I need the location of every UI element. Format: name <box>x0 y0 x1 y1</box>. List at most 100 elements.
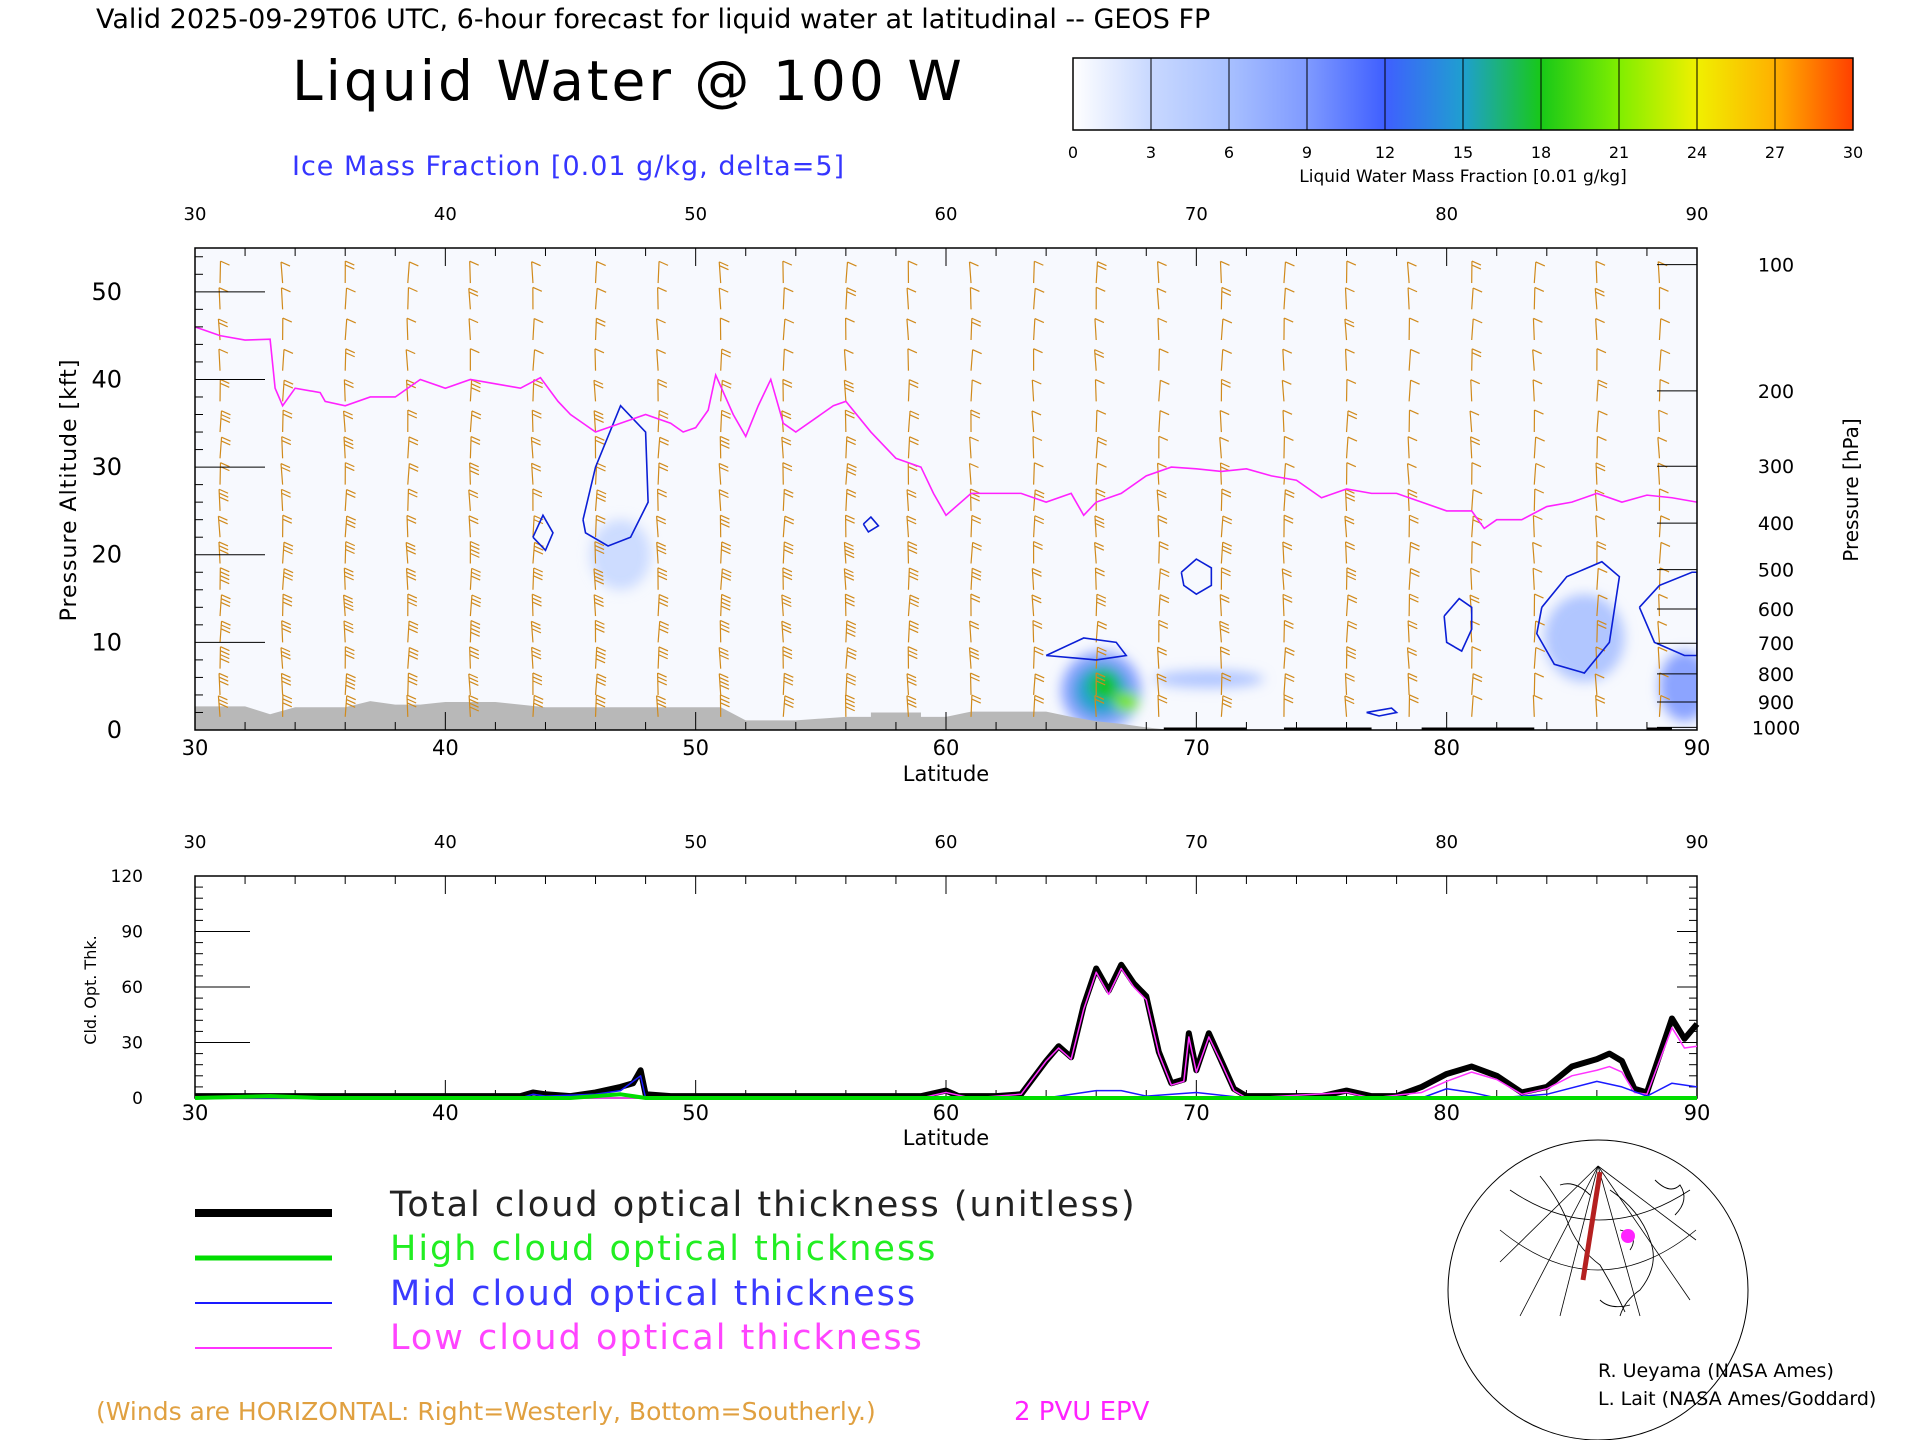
wind-barb <box>407 286 418 310</box>
wind-barb <box>907 594 920 617</box>
liquid-water-blob <box>1153 670 1264 688</box>
wind-barb <box>531 462 542 485</box>
wind-barb <box>280 647 291 669</box>
terrain-area <box>195 701 1697 730</box>
wind-barb <box>219 567 230 590</box>
bottom-plot-frame <box>194 875 1698 1099</box>
wind-barb <box>282 593 293 617</box>
wind-barb <box>1158 410 1170 433</box>
wind-barb <box>1469 410 1480 433</box>
x-tick-label-top: 80 <box>1435 832 1458 853</box>
wind-barb <box>1596 435 1607 459</box>
wind-barb <box>970 409 981 433</box>
wind-barb <box>1596 410 1608 433</box>
wind-barb <box>782 515 795 538</box>
wind-barb <box>1533 462 1546 485</box>
wind-barb <box>1595 318 1605 341</box>
wind-barb <box>718 462 729 485</box>
wind-barb <box>342 410 354 433</box>
winds-note: (Winds are HORIZONTAL: Right=Westerly, B… <box>96 1397 876 1426</box>
wind-barb <box>655 695 667 717</box>
wind-barb <box>532 488 543 511</box>
pressure-tick-labels: 100 200 300 400 500 600 700 800 900 1000 <box>1752 255 1800 740</box>
wind-barb <box>968 261 979 284</box>
wind-barb <box>343 379 354 402</box>
wind-barb <box>1156 287 1167 310</box>
wind-barb <box>468 694 480 717</box>
bottom-panel: 30 40 50 60 70 80 90 30 40 50 60 70 80 90 0 30 60 90 120… <box>81 832 1710 1150</box>
wind-barb <box>468 489 479 511</box>
wind-barb <box>1658 318 1670 341</box>
wind-barb <box>1657 646 1668 669</box>
wind-barb <box>1594 673 1605 695</box>
wind-barb <box>594 619 605 643</box>
x-tick-label: 30 <box>182 736 209 760</box>
wind-barb <box>1095 646 1107 669</box>
wind-barb <box>1345 646 1357 669</box>
wind-barb <box>1032 348 1043 371</box>
wind-barb <box>782 488 794 511</box>
wind-barb <box>1471 260 1482 284</box>
wind-barb <box>1219 620 1230 643</box>
wind-barb <box>1533 488 1545 511</box>
wind-barb <box>1596 348 1607 371</box>
colorbar-tick-label: 30 <box>1843 143 1863 162</box>
legend: Total cloud optical thickness (unitless)… <box>195 1185 1137 1358</box>
x-tick-label: 90 <box>1684 1101 1711 1125</box>
series-line-mid <box>195 1075 1698 1099</box>
wind-barb <box>530 436 541 459</box>
wind-barb <box>845 436 857 459</box>
wind-barb <box>1281 379 1292 402</box>
wind-barb <box>1532 567 1543 590</box>
wind-barb <box>906 515 917 538</box>
wind-barb <box>720 348 732 371</box>
legend-label-total: Total cloud optical thickness (unitless) <box>389 1185 1137 1225</box>
wind-barb <box>843 379 855 402</box>
wind-barb <box>344 318 356 341</box>
wind-barb <box>1345 594 1358 617</box>
wind-barb <box>1033 287 1045 310</box>
colorbar-dividers <box>1150 58 1776 130</box>
y-tick-label: 30 <box>121 1034 143 1054</box>
wind-barb <box>282 409 293 433</box>
wind-barb <box>1344 695 1355 717</box>
wind-barb <box>219 620 231 643</box>
wind-barb <box>406 514 417 538</box>
wind-barb <box>718 261 729 284</box>
wind-barb <box>281 436 292 459</box>
wind-barb <box>1033 694 1045 717</box>
top-x-tick-labels-top: 30 40 50 60 70 80 90 <box>184 204 1709 225</box>
x-tick-label: 70 <box>1183 736 1210 760</box>
wind-barb <box>469 379 481 402</box>
ice-contour <box>582 404 649 547</box>
wind-barb <box>532 349 544 371</box>
wind-barb <box>1032 435 1043 459</box>
wind-barb <box>469 260 479 284</box>
wind-barb <box>1657 620 1668 643</box>
wind-barb <box>1406 463 1417 485</box>
wind-barb <box>1345 620 1358 643</box>
wind-barb <box>280 287 291 310</box>
wind-barb <box>1156 261 1167 284</box>
top-panel-ticks <box>194 248 1698 731</box>
wind-barb <box>1658 541 1671 564</box>
wind-barb <box>1033 260 1044 284</box>
wind-barb <box>657 462 669 485</box>
wind-barb <box>407 647 419 669</box>
wind-barb <box>280 463 291 485</box>
wind-barb <box>218 672 229 695</box>
wind-barb <box>845 620 857 643</box>
inset-map-coastlines <box>1539 1175 1685 1317</box>
wind-barb <box>217 515 228 538</box>
ice-contour <box>862 515 880 534</box>
wind-barb <box>1407 672 1418 695</box>
wind-barb <box>282 568 294 590</box>
wind-barb <box>1282 409 1293 433</box>
wind-barb <box>970 379 982 402</box>
wind-barb <box>1532 514 1543 538</box>
wind-barb <box>282 694 293 717</box>
wind-barb <box>969 672 980 695</box>
wind-barb <box>531 409 542 433</box>
colorbar-tick-label: 6 <box>1224 143 1234 162</box>
y-tick-label: 50 <box>91 278 122 306</box>
